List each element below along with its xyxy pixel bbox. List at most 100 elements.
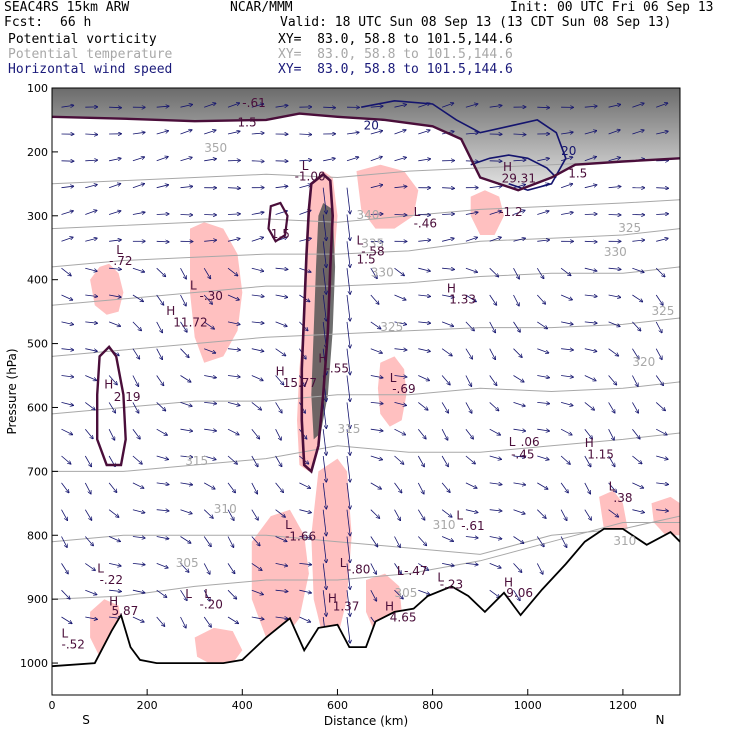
wind-vector	[251, 563, 262, 570]
wind-vector	[513, 210, 525, 215]
wind-vector	[656, 238, 668, 242]
wind-vector	[204, 455, 216, 460]
wind-vector	[370, 214, 383, 215]
plot-annotation-14: 340	[357, 208, 380, 222]
wind-vector	[656, 455, 668, 459]
wind-vector	[322, 241, 326, 267]
wind-vector	[251, 322, 264, 323]
wind-vector	[85, 267, 97, 271]
wind-vector	[584, 106, 597, 107]
plot-annotation-19: 330	[371, 266, 394, 280]
wind-vector	[227, 402, 240, 405]
pv-stratosphere-shading	[52, 88, 680, 191]
wind-vector	[394, 402, 407, 405]
wind-vector	[203, 616, 211, 627]
plot-annotation-45: 1.15	[587, 448, 614, 462]
wind-vector	[180, 186, 193, 187]
wind-vector	[513, 509, 525, 514]
wind-vector	[156, 375, 164, 386]
plot-annotation-8: 29.31	[502, 172, 536, 186]
wind-vector	[108, 536, 120, 542]
wind-vector	[608, 482, 617, 492]
wind-vector	[180, 157, 192, 162]
wind-vector	[442, 294, 454, 297]
wind-vector	[442, 268, 454, 269]
wind-vector	[584, 402, 594, 410]
wind-vector	[584, 267, 597, 271]
wind-vector	[156, 241, 169, 242]
wind-vector	[275, 429, 282, 440]
field-xy-pv: XY= 83.0, 58.8 to 101.5,144.6	[278, 32, 513, 47]
wind-vector	[536, 536, 544, 547]
wind-vector	[204, 429, 216, 431]
wind-vector	[275, 321, 287, 326]
theta-contour-340-7	[52, 199, 680, 230]
wind-vector	[61, 349, 74, 350]
wind-vector	[61, 267, 71, 275]
wind-vector	[156, 157, 168, 162]
wind-vector	[656, 428, 667, 435]
field-name-wind: Horizontal wind speed	[8, 62, 173, 77]
wind-vector	[370, 294, 379, 304]
wind-vector	[441, 375, 450, 385]
wind-vector	[608, 187, 621, 188]
wind-vector	[632, 455, 641, 464]
wind-vector	[489, 563, 501, 568]
wind-vector	[132, 321, 141, 331]
wind-vector	[156, 321, 163, 333]
plot-annotation-65: -.23	[440, 577, 463, 591]
wind-vector	[180, 348, 189, 358]
wind-vector	[418, 159, 430, 161]
wind-vector	[417, 428, 426, 438]
plot-annotation-17: -.58	[361, 244, 384, 258]
wind-vector	[299, 238, 311, 242]
plot-annotation-18: 1.5	[357, 253, 376, 267]
plot-annotation-43: .06	[521, 435, 540, 449]
terrain-fill	[52, 528, 680, 695]
field-name-theta: Potential temperature	[8, 47, 173, 62]
wind-vector	[346, 563, 350, 589]
x-axis-label: Distance (km)	[324, 714, 408, 728]
wind-vector	[275, 482, 284, 492]
model-title: SEAC4RS 15km ARW	[4, 0, 130, 15]
theta-contour-310-1	[52, 515, 680, 555]
wind-vector	[322, 402, 326, 428]
plot-annotation-62: L	[397, 564, 404, 578]
wind-vector	[513, 134, 526, 135]
wind-vector	[203, 563, 210, 574]
wind-vector	[204, 103, 215, 108]
wind-vector	[536, 267, 543, 278]
x-tick-label-6: 1200	[609, 699, 637, 712]
plot-annotation-28: H	[166, 304, 175, 318]
wind-vector	[489, 536, 502, 539]
wind-vector	[513, 483, 526, 485]
wind-vector	[227, 536, 234, 548]
wind-vector	[251, 509, 258, 520]
wind-vector	[370, 455, 382, 460]
terrain-surface-line	[52, 528, 680, 668]
wind-vector	[418, 375, 429, 381]
wind-vector	[251, 616, 264, 619]
wind-vector	[632, 294, 642, 302]
wind-vector	[632, 482, 643, 488]
plot-frame	[51, 87, 681, 696]
field-xy-wind: XY= 83.0, 58.8 to 101.5,144.6	[278, 62, 513, 77]
wind-vector	[441, 429, 448, 440]
wind-vector	[608, 321, 620, 327]
wind-vector	[489, 267, 499, 276]
plot-annotation-21: 330	[604, 245, 627, 259]
wind-vector	[656, 103, 667, 108]
wind-vector	[489, 321, 496, 333]
y-tick-label-2: 300	[27, 210, 48, 223]
wind-vector	[418, 215, 430, 216]
wind-vector	[322, 429, 326, 455]
wind-vector	[251, 237, 263, 242]
pv-tropopause-contour	[52, 112, 680, 192]
wind-vector	[513, 563, 522, 572]
wind-speed-contour-1	[470, 154, 557, 179]
wind-vector	[394, 215, 407, 216]
wind-vector	[608, 402, 615, 412]
wind-vector	[513, 536, 524, 544]
wind-vector	[489, 211, 501, 215]
wind-vector	[465, 237, 477, 242]
